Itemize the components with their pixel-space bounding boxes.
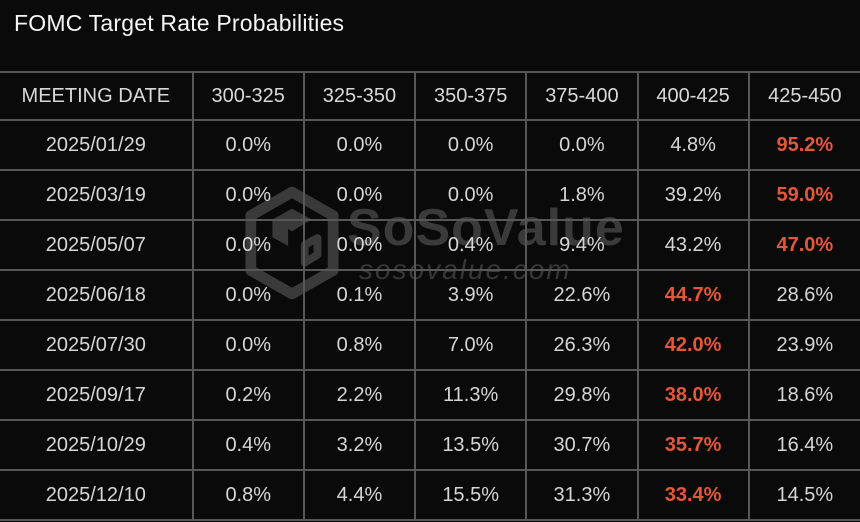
probability-cell-highlight: 33.4% — [636, 469, 750, 521]
meeting-date-cell: 2025/06/18 — [0, 269, 194, 321]
probability-cell: 4.4% — [302, 469, 417, 521]
probability-cell: 13.5% — [414, 419, 528, 471]
probability-cell-highlight: 42.0% — [636, 319, 750, 371]
probability-cell: 0.0% — [191, 319, 305, 371]
column-header-rate-range: 375-400 — [525, 71, 639, 121]
probability-cell-highlight: 95.2% — [747, 119, 860, 171]
probability-cell: 0.0% — [414, 119, 528, 171]
table-row: 2025/09/17 0.2% 2.2% 11.3% 29.8% 38.0% 18.6% — [0, 369, 860, 421]
column-header-rate-range: 400-425 — [636, 71, 750, 121]
probability-cell: 4.8% — [636, 119, 750, 171]
probability-cell: 39.2% — [636, 169, 750, 221]
probability-cell: 0.0% — [302, 219, 417, 271]
probability-cell: 0.8% — [191, 469, 305, 521]
table-row: 2025/06/18 0.0% 0.1% 3.9% 22.6% 44.7% 28.6% — [0, 269, 860, 321]
column-header-rate-range: 300-325 — [191, 71, 305, 121]
probability-cell: 3.2% — [302, 419, 417, 471]
header-row: MEETING DATE 300-325 325-350 350-375 375-400… — [0, 71, 860, 121]
probability-cell: 3.9% — [414, 269, 528, 321]
probability-cell: 0.0% — [191, 119, 305, 171]
page-title: FOMC Target Rate Probabilities — [14, 10, 345, 36]
column-header-meeting-date: MEETING DATE — [0, 71, 194, 121]
table-row: 2025/01/29 0.0% 0.0% 0.0% 0.0% 4.8% 95.2% — [0, 119, 860, 171]
probability-cell: 0.4% — [414, 219, 528, 271]
table-row: 2025/03/19 0.0% 0.0% 0.0% 1.8% 39.2% 59.0% — [0, 169, 860, 221]
probability-cell: 0.1% — [302, 269, 417, 321]
meeting-date-cell: 2025/07/30 — [0, 319, 194, 371]
meeting-date-cell: 2025/12/10 — [0, 469, 194, 521]
probability-cell: 0.0% — [191, 269, 305, 321]
probability-cell: 31.3% — [525, 469, 639, 521]
probability-cell: 0.4% — [191, 419, 305, 471]
probability-cell-highlight: 38.0% — [636, 369, 750, 421]
probability-cell-highlight: 47.0% — [747, 219, 860, 271]
table-row: 2025/05/07 0.0% 0.0% 0.4% 9.4% 43.2% 47.0% — [0, 219, 860, 271]
probability-cell: 15.5% — [414, 469, 528, 521]
probability-cell: 1.8% — [525, 169, 639, 221]
probability-cell-highlight: 59.0% — [747, 169, 860, 221]
probability-cell-highlight: 44.7% — [636, 269, 750, 321]
probability-cell: 23.9% — [747, 319, 860, 371]
probability-cell: 22.6% — [525, 269, 639, 321]
table-row: 2025/12/10 0.8% 4.4% 15.5% 31.3% 33.4% 14.5% — [0, 469, 860, 521]
probability-cell: 14.5% — [747, 469, 860, 521]
probability-cell: 0.8% — [302, 319, 417, 371]
probability-cell: 26.3% — [525, 319, 639, 371]
meeting-date-cell: 2025/03/19 — [0, 169, 194, 221]
meeting-date-cell: 2025/10/29 — [0, 419, 194, 471]
column-header-rate-range: 425-450 — [747, 71, 860, 121]
probability-cell: 0.0% — [525, 119, 639, 171]
column-header-rate-range: 350-375 — [414, 71, 528, 121]
meeting-date-cell: 2025/01/29 — [0, 119, 194, 171]
table-body: 2025/01/29 0.0% 0.0% 0.0% 0.0% 4.8% 95.2% 2025/… — [0, 119, 860, 521]
column-header-rate-range: 325-350 — [302, 71, 417, 121]
probability-cell: 29.8% — [525, 369, 639, 421]
probability-cell: 0.2% — [191, 369, 305, 421]
probability-cell: 0.0% — [414, 169, 528, 221]
probability-cell: 0.0% — [191, 169, 305, 221]
table-row: 2025/10/29 0.4% 3.2% 13.5% 30.7% 35.7% 16.4% — [0, 419, 860, 471]
probability-cell: 7.0% — [414, 319, 528, 371]
probability-cell: 16.4% — [747, 419, 860, 471]
meeting-date-cell: 2025/05/07 — [0, 219, 194, 271]
probability-cell: 30.7% — [525, 419, 639, 471]
probability-cell: 2.2% — [302, 369, 417, 421]
table-header: MEETING DATE 300-325 325-350 350-375 375-400… — [0, 71, 860, 121]
rate-probability-table: MEETING DATE 300-325 325-350 350-375 375-400… — [0, 71, 860, 521]
probability-cell: 11.3% — [414, 369, 528, 421]
probability-cell: 9.4% — [525, 219, 639, 271]
probability-cell: 28.6% — [747, 269, 860, 321]
probability-cell: 43.2% — [636, 219, 750, 271]
probability-cell: 0.0% — [302, 169, 417, 221]
probability-cell: 0.0% — [191, 219, 305, 271]
meeting-date-cell: 2025/09/17 — [0, 369, 194, 421]
probability-cell: 0.0% — [302, 119, 417, 171]
probability-cell-highlight: 35.7% — [636, 419, 750, 471]
table-row: 2025/07/30 0.0% 0.8% 7.0% 26.3% 42.0% 23.9% — [0, 319, 860, 371]
probability-cell: 18.6% — [747, 369, 860, 421]
